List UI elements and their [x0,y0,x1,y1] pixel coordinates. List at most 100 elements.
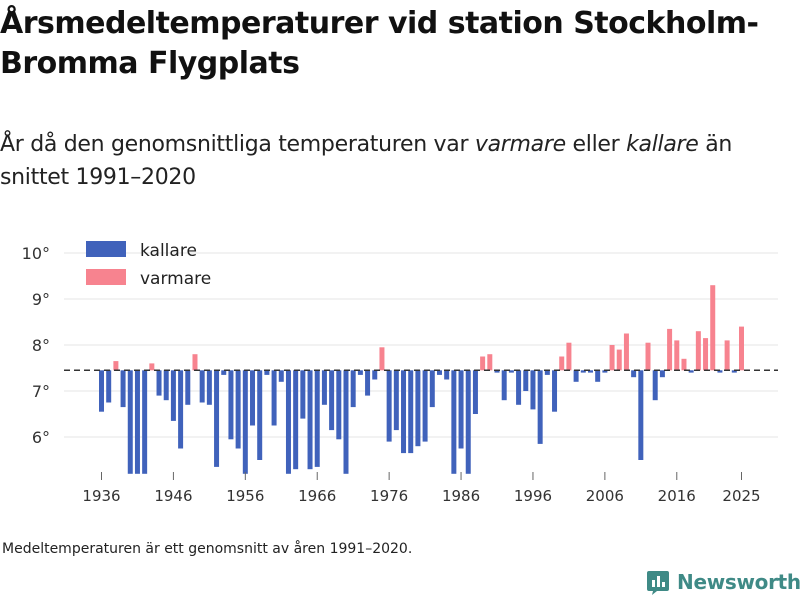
bar-1943 [149,363,155,371]
bar-1942 [142,370,148,474]
bar-1964 [300,370,306,419]
newsworthy-logo-icon [647,571,669,595]
bar-2023 [724,340,730,371]
x-tick-label: 1976 [370,487,408,505]
bar-1939 [120,370,126,408]
bar-1945 [163,370,169,401]
bar-1983 [436,370,442,375]
bars [99,285,744,474]
bar-1955 [235,370,241,449]
bar-1940 [127,370,133,474]
y-axis-ticks: 6° 7° 8° 9° 10° [22,244,50,447]
bar-1956 [242,370,248,474]
bar-2025 [739,326,744,371]
subtitle-text-1: År då den genomsnittliga temperaturen va… [0,132,475,157]
bar-1993 [508,370,514,373]
bar-1981 [422,370,428,442]
bar-1948 [185,370,191,405]
brand-name: Newsworthy [677,570,800,594]
footnote: Medeltemperaturen är ett genomsnitt av å… [2,541,413,557]
bar-2009 [623,333,629,371]
bar-1937 [106,370,112,403]
x-tick-label: 2025 [722,487,760,505]
temperature-bar-chart: 6° 7° 8° 9° 10° 1936 1946 1956 1966 1976 1986 1996… [22,241,778,505]
bar-2020 [703,338,709,371]
bar-1951 [206,370,212,405]
bar-2000 [559,356,565,371]
bar-2003 [580,370,586,373]
bar-1972 [357,370,363,375]
bar-1990 [487,354,493,371]
bar-2016 [674,340,680,371]
bar-1949 [192,354,198,371]
chart-legend: kallare varmare [86,241,211,289]
bar-1936 [99,370,104,412]
bar-1967 [321,370,327,405]
legend-label-varmare: varmare [140,269,211,289]
x-tick-label: 1996 [514,487,552,505]
bar-2008 [616,349,622,371]
bar-1984 [444,370,450,380]
bar-2012 [645,342,651,371]
chart-title: Årsmedeltemperaturer vid station Stockho… [0,6,759,81]
bar-1947 [178,370,184,449]
bar-2014 [659,370,665,378]
x-tick-label: 2006 [586,487,624,505]
y-tick-label: 10° [22,244,50,263]
bar-1980 [415,370,421,447]
x-tick-label: 1986 [442,487,480,505]
legend-label-kallare: kallare [140,241,197,261]
bar-2006 [602,370,608,373]
brand-logo[interactable]: Newsworthy [645,569,800,595]
bar-1985 [451,370,457,474]
bar-1966 [314,370,320,467]
bar-1999 [552,370,558,412]
bar-1970 [343,370,349,474]
bar-1965 [307,370,313,470]
bar-1963 [293,370,299,470]
y-tick-label: 7° [32,382,50,401]
subtitle-cold-word: kallare [626,132,699,157]
bar-2024 [731,370,737,373]
x-tick-label: 1946 [154,487,192,505]
bar-1995 [523,370,529,391]
legend-swatch-kallare [86,241,126,257]
x-tick-label: 1936 [82,487,120,505]
bar-1978 [401,370,407,454]
bar-1987 [465,370,471,474]
x-tick-label: 1956 [226,487,264,505]
bar-1996 [530,370,536,410]
bar-1958 [257,370,263,460]
y-tick-label: 6° [32,428,50,447]
subtitle-warm-word: varmare [474,132,566,157]
bar-1962 [285,370,291,474]
bar-1959 [264,370,270,375]
bar-2005 [595,370,601,382]
bar-1975 [379,347,385,371]
bar-1977 [393,370,399,431]
bar-2004 [587,370,593,373]
bar-2010 [631,370,637,378]
bar-2019 [695,331,701,371]
bar-1979 [408,370,414,454]
bar-2011 [638,370,644,460]
bar-2021 [710,285,716,371]
bar-2017 [681,358,687,371]
x-tick-label: 1966 [298,487,336,505]
bar-1994 [516,370,522,405]
x-tick-label: 2016 [658,487,696,505]
chart-subtitle: År då den genomsnittliga temperaturen va… [0,128,790,194]
bar-1944 [156,370,162,396]
bar-1992 [501,370,507,401]
bar-2002 [573,370,579,382]
bar-2013 [652,370,658,401]
subtitle-text-2: eller [565,132,627,157]
bar-1971 [350,370,356,408]
bar-1982 [429,370,435,408]
bar-1991 [494,370,500,373]
y-tick-label: 9° [32,290,50,309]
bar-2022 [717,370,723,373]
bar-2018 [688,370,694,373]
legend-swatch-varmare [86,269,126,285]
bar-1953 [221,370,227,375]
